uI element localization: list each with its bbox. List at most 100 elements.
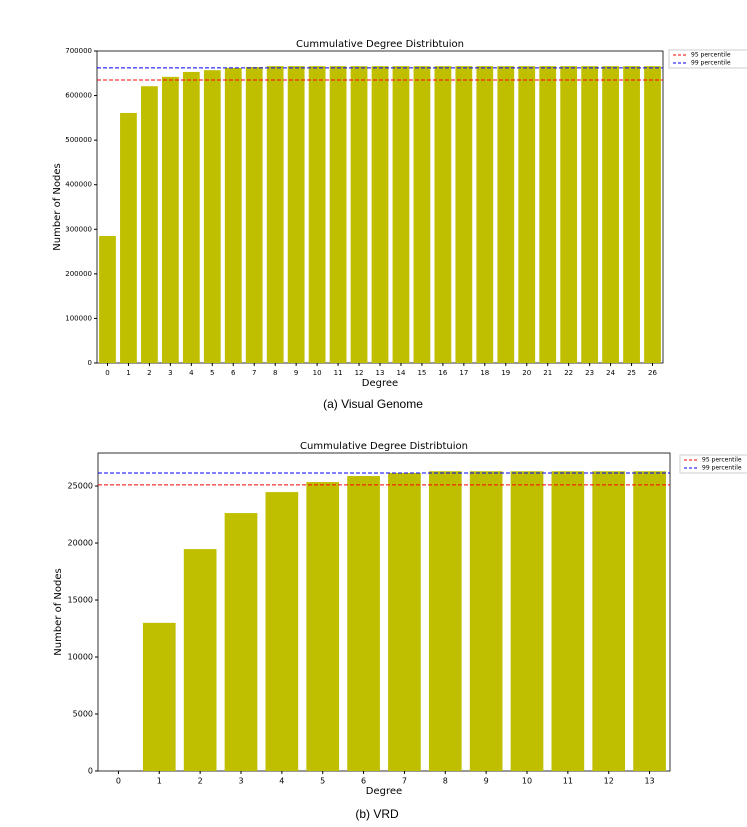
x-tick-label: 13 bbox=[376, 369, 385, 377]
bar bbox=[434, 66, 452, 363]
x-tick-label: 4 bbox=[189, 369, 194, 377]
x-tick-label: 5 bbox=[210, 369, 214, 377]
x-tick-label: 21 bbox=[543, 369, 552, 377]
x-tick-label: 13 bbox=[644, 777, 654, 786]
bar bbox=[183, 549, 217, 771]
x-tick-label: 12 bbox=[355, 369, 364, 377]
bar bbox=[539, 66, 557, 363]
x-tick-label: 10 bbox=[522, 777, 532, 786]
bar bbox=[265, 492, 299, 771]
x-tick-label: 17 bbox=[459, 369, 468, 377]
x-tick-label: 6 bbox=[231, 369, 236, 377]
y-tick-label: 20000 bbox=[68, 539, 93, 548]
bar bbox=[518, 66, 536, 363]
legend-label: 99 percentile bbox=[702, 465, 742, 472]
bar bbox=[161, 76, 179, 363]
bar bbox=[510, 471, 544, 771]
legend-box bbox=[679, 454, 747, 474]
x-tick-label: 9 bbox=[294, 369, 298, 377]
y-tick-label: 400000 bbox=[65, 181, 92, 189]
bar bbox=[266, 66, 284, 363]
x-tick-label: 26 bbox=[648, 369, 657, 377]
bar bbox=[224, 67, 242, 364]
x-tick-label: 3 bbox=[238, 777, 243, 786]
y-axis-label: Number of Nodes bbox=[53, 568, 64, 655]
x-tick-label: 20 bbox=[522, 369, 531, 377]
bar bbox=[245, 67, 263, 363]
x-tick-label: 11 bbox=[334, 369, 343, 377]
bar bbox=[99, 235, 116, 363]
y-tick-label: 700000 bbox=[65, 47, 92, 55]
x-tick-label: 1 bbox=[126, 369, 130, 377]
x-tick-label: 1 bbox=[157, 777, 162, 786]
chart-title: Cummulative Degree Distribtuion bbox=[300, 441, 468, 452]
bar bbox=[469, 471, 503, 771]
x-tick-label: 16 bbox=[438, 369, 447, 377]
x-tick-label: 12 bbox=[604, 777, 614, 786]
y-tick-label: 10000 bbox=[68, 653, 93, 662]
legend-label: 99 percentile bbox=[691, 60, 731, 67]
bar bbox=[392, 66, 410, 363]
bar bbox=[142, 622, 176, 771]
y-tick-label: 15000 bbox=[68, 596, 93, 605]
bar bbox=[413, 66, 431, 363]
bar bbox=[329, 66, 347, 363]
x-tick-label: 7 bbox=[252, 369, 256, 377]
plot-frame bbox=[97, 452, 671, 772]
bar bbox=[560, 66, 578, 363]
bar bbox=[120, 112, 137, 363]
x-tick-label: 8 bbox=[443, 777, 448, 786]
y-tick-label: 200000 bbox=[65, 270, 92, 278]
x-tick-label: 6 bbox=[361, 777, 366, 786]
legend-label: 95 percentile bbox=[702, 457, 742, 464]
bar bbox=[306, 482, 340, 771]
y-tick-label: 0 bbox=[88, 359, 92, 367]
bar bbox=[203, 70, 221, 363]
x-tick-label: 2 bbox=[198, 777, 203, 786]
x-tick-label: 15 bbox=[417, 369, 426, 377]
y-tick-label: 5000 bbox=[73, 710, 93, 719]
bar bbox=[551, 471, 585, 771]
x-axis-label: Degree bbox=[362, 378, 398, 389]
bar bbox=[224, 513, 258, 771]
bar bbox=[388, 472, 421, 771]
x-tick-label: 14 bbox=[397, 369, 406, 377]
x-tick-label: 11 bbox=[563, 777, 573, 786]
x-tick-label: 0 bbox=[105, 369, 109, 377]
bar bbox=[623, 66, 640, 363]
x-tick-label: 22 bbox=[564, 369, 573, 377]
bar bbox=[347, 476, 380, 771]
caption: (a) Visual Genome bbox=[323, 397, 423, 411]
legend-box bbox=[668, 49, 747, 69]
bar bbox=[350, 66, 368, 363]
bar bbox=[592, 471, 626, 771]
y-tick-label: 0 bbox=[88, 767, 93, 776]
bar bbox=[644, 66, 661, 363]
bar bbox=[371, 66, 389, 363]
bar bbox=[602, 66, 619, 363]
bar bbox=[581, 66, 599, 363]
y-axis-label: Number of Nodes bbox=[52, 163, 63, 250]
x-tick-label: 19 bbox=[501, 369, 510, 377]
x-tick-label: 2 bbox=[147, 369, 151, 377]
caption: (b) VRD bbox=[355, 807, 399, 821]
x-tick-label: 8 bbox=[273, 369, 277, 377]
bar bbox=[476, 66, 494, 363]
y-tick-label: 300000 bbox=[65, 225, 92, 233]
x-tick-label: 9 bbox=[484, 777, 489, 786]
x-tick-label: 7 bbox=[402, 777, 407, 786]
y-tick-label: 500000 bbox=[65, 136, 92, 144]
x-tick-label: 0 bbox=[116, 777, 121, 786]
x-tick-label: 24 bbox=[606, 369, 615, 377]
x-tick-label: 25 bbox=[627, 369, 636, 377]
x-tick-label: 10 bbox=[313, 369, 322, 377]
bar bbox=[633, 471, 666, 771]
bar bbox=[141, 86, 158, 363]
y-tick-label: 600000 bbox=[65, 92, 92, 100]
chart-title: Cummulative Degree Distribtuion bbox=[296, 39, 464, 50]
legend-label: 95 percentile bbox=[691, 52, 731, 59]
x-tick-label: 4 bbox=[279, 777, 284, 786]
bar bbox=[428, 471, 462, 771]
bar bbox=[182, 71, 200, 363]
